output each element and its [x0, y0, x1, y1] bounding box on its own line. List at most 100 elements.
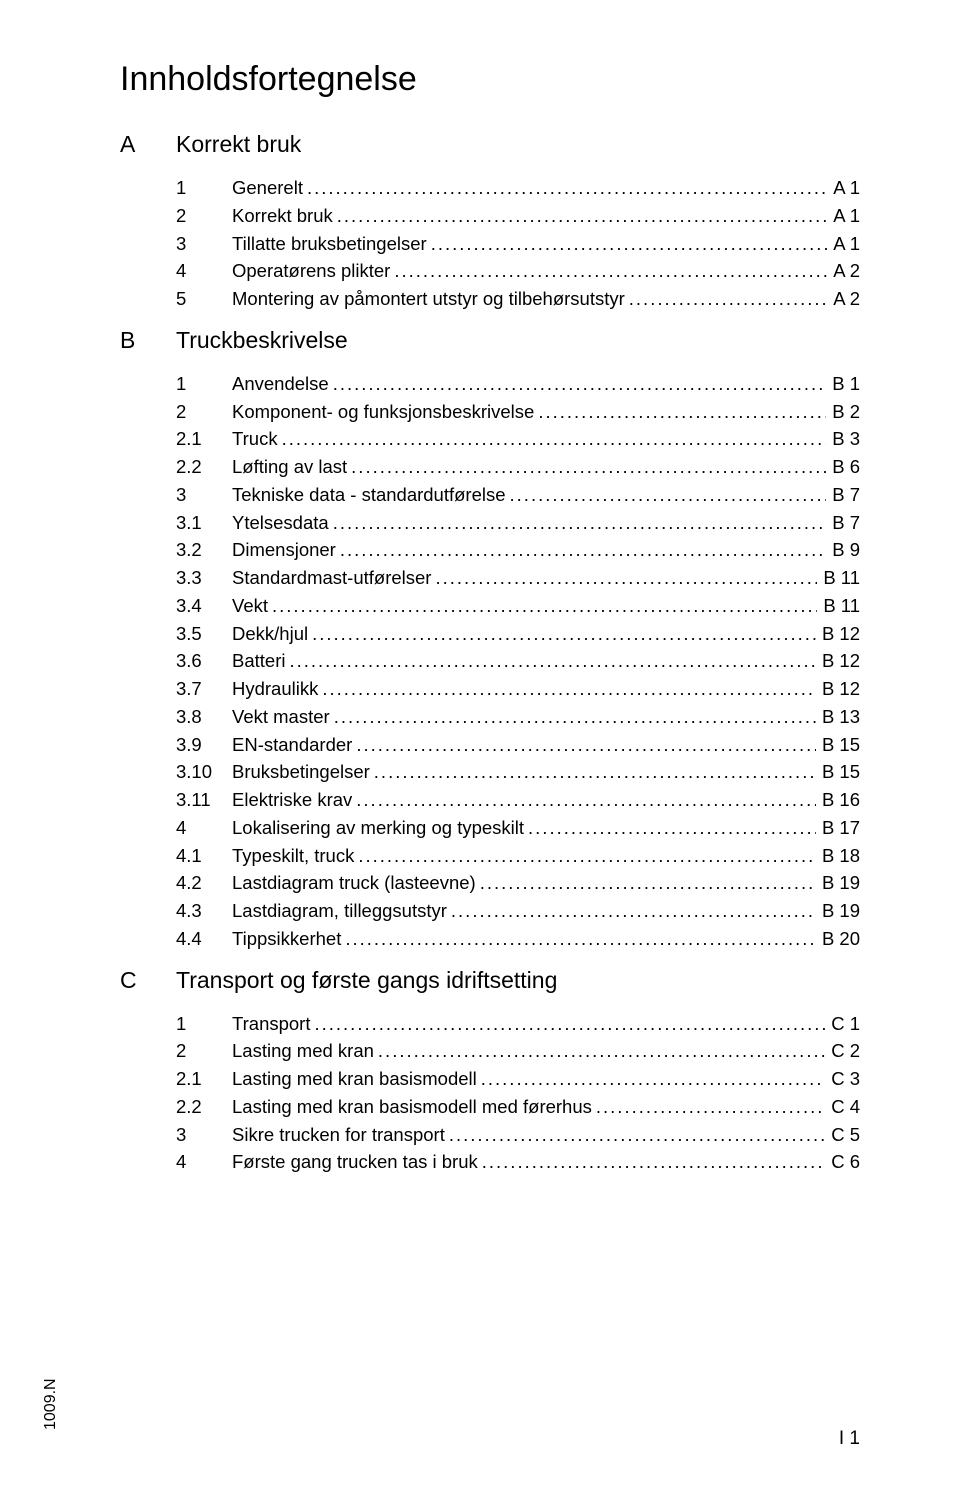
toc-row: 4.4TippsikkerhetB 20 [176, 925, 860, 953]
toc-entry-number: 4.1 [176, 842, 232, 870]
toc-leader-dots [392, 257, 827, 285]
toc-entry-page: B 18 [816, 842, 860, 870]
toc-entry-label: Elektriske krav [232, 786, 354, 814]
toc-row: 2.2Lasting med kran basismodell med føre… [176, 1093, 860, 1121]
toc-entry-label: Sikre trucken for transport [232, 1121, 447, 1149]
toc-entry-page: A 1 [827, 230, 860, 258]
toc-leader-dots [338, 536, 826, 564]
toc-entry-number: 3 [176, 481, 232, 509]
toc-section-heading: CTransport og første gangs idriftsetting [120, 967, 860, 994]
toc-leader-dots [478, 869, 816, 897]
toc-leader-dots [433, 564, 817, 592]
toc-entry-label: Typeskilt, truck [232, 842, 356, 870]
toc-section: CTransport og første gangs idriftsetting… [120, 967, 860, 1177]
toc-row: 1GenereltA 1 [176, 174, 860, 202]
toc-section-letter: A [120, 131, 176, 158]
toc-row: 4.3Lastdiagram, tilleggsutstyr B 19 [176, 897, 860, 925]
toc-entry-page: B 2 [826, 398, 860, 426]
toc-entry-label: Transport [232, 1010, 312, 1038]
toc-entry-label: EN-standarder [232, 731, 354, 759]
toc-leader-dots [270, 592, 817, 620]
toc-entry-label: Ytelsesdata [232, 509, 331, 537]
toc-row: 3.11Elektriske krav B 16 [176, 786, 860, 814]
toc-entry-page: B 3 [826, 425, 860, 453]
toc-leader-dots [480, 1148, 825, 1176]
toc-leader-dots [526, 814, 816, 842]
toc-entry-label: Standardmast-utførelser [232, 564, 433, 592]
toc-entry-page: C 5 [825, 1121, 860, 1149]
toc-row: 3.4VektB 11 [176, 592, 860, 620]
toc-entry-label: Lastdiagram, tilleggsutstyr [232, 897, 449, 925]
toc-row: 3.5Dekk/hjulB 12 [176, 620, 860, 648]
toc-entry-page: B 12 [816, 647, 860, 675]
toc-leader-dots [280, 425, 827, 453]
toc-entries: 1AnvendelseB 12Komponent- og funksjonsbe… [120, 370, 860, 953]
toc-entries: 1TransportC 12Lasting med kranC 22.1Last… [120, 1010, 860, 1177]
toc-entry-label: Lasting med kran basismodell med førerhu… [232, 1093, 594, 1121]
toc-entry-label: Løfting av last [232, 453, 349, 481]
toc-section-heading: BTruckbeskrivelse [120, 327, 860, 354]
toc-leader-dots [508, 481, 827, 509]
toc-entry-page: B 15 [816, 731, 860, 759]
toc-section: AKorrekt bruk1GenereltA 12Korrekt brukA … [120, 131, 860, 313]
toc-entry-label: Montering av påmontert utstyr og tilbehø… [232, 285, 627, 313]
toc-leader-dots [331, 509, 827, 537]
toc-entries: 1GenereltA 12Korrekt brukA 13Tillatte br… [120, 174, 860, 313]
page-number: I 1 [839, 1428, 860, 1450]
toc-entry-page: B 11 [817, 564, 860, 592]
toc-row: 3.1YtelsesdataB 7 [176, 509, 860, 537]
toc-leader-dots [343, 925, 816, 953]
toc-leader-dots [429, 230, 828, 258]
toc-entry-number: 3.9 [176, 731, 232, 759]
toc-entry-page: B 11 [817, 592, 860, 620]
toc-sections: AKorrekt bruk1GenereltA 12Korrekt brukA … [120, 131, 860, 1176]
toc-row: 3Tekniske data - standardutførelseB 7 [176, 481, 860, 509]
toc-entry-page: C 2 [825, 1037, 860, 1065]
toc-entry-number: 3.8 [176, 703, 232, 731]
toc-entry-page: B 16 [816, 786, 860, 814]
toc-entry-number: 3 [176, 1121, 232, 1149]
toc-entry-number: 3.11 [176, 786, 232, 814]
toc-entry-label: Dimensjoner [232, 536, 338, 564]
toc-entry-number: 3.6 [176, 647, 232, 675]
toc-entry-label: Dekk/hjul [232, 620, 310, 648]
toc-entry-label: Anvendelse [232, 370, 331, 398]
toc-entry-number: 2 [176, 202, 232, 230]
toc-entry-number: 3.1 [176, 509, 232, 537]
toc-entry-page: B 19 [816, 897, 860, 925]
toc-entry-label: Generelt [232, 174, 305, 202]
toc-row: 5Montering av påmontert utstyr og tilbeh… [176, 285, 860, 313]
toc-entry-number: 3.10 [176, 758, 232, 786]
toc-entry-page: B 7 [826, 481, 860, 509]
toc-row: 3.9EN-standarder B 15 [176, 731, 860, 759]
toc-section: BTruckbeskrivelse1AnvendelseB 12Komponen… [120, 327, 860, 953]
toc-leader-dots [331, 370, 827, 398]
toc-section-letter: C [120, 967, 176, 994]
toc-row: 2Komponent- og funksjonsbeskrivelseB 2 [176, 398, 860, 426]
toc-section-title: Truckbeskrivelse [176, 327, 348, 354]
toc-leader-dots [372, 758, 816, 786]
toc-entry-number: 1 [176, 174, 232, 202]
toc-entry-page: B 13 [816, 703, 860, 731]
toc-row: 3.8Vekt masterB 13 [176, 703, 860, 731]
toc-row: 4Operatørens plikterA 2 [176, 257, 860, 285]
page: Innholdsfortegnelse AKorrekt bruk1Genere… [0, 0, 960, 1490]
toc-row: 3.3Standardmast-utførelser B 11 [176, 564, 860, 592]
toc-entry-number: 2.1 [176, 1065, 232, 1093]
toc-entry-number: 3.3 [176, 564, 232, 592]
toc-leader-dots [349, 453, 826, 481]
toc-entry-page: B 17 [816, 814, 860, 842]
toc-entry-label: Lasting med kran [232, 1037, 376, 1065]
toc-leader-dots [287, 647, 815, 675]
toc-entry-number: 4.3 [176, 897, 232, 925]
toc-entry-page: C 6 [825, 1148, 860, 1176]
toc-entry-number: 3.5 [176, 620, 232, 648]
toc-entry-page: C 4 [825, 1093, 860, 1121]
toc-leader-dots [627, 285, 827, 313]
toc-entry-number: 2.2 [176, 453, 232, 481]
toc-entry-number: 4.2 [176, 869, 232, 897]
toc-entry-number: 3.4 [176, 592, 232, 620]
toc-entry-label: Hydraulikk [232, 675, 320, 703]
toc-entry-number: 5 [176, 285, 232, 313]
toc-leader-dots [354, 786, 816, 814]
